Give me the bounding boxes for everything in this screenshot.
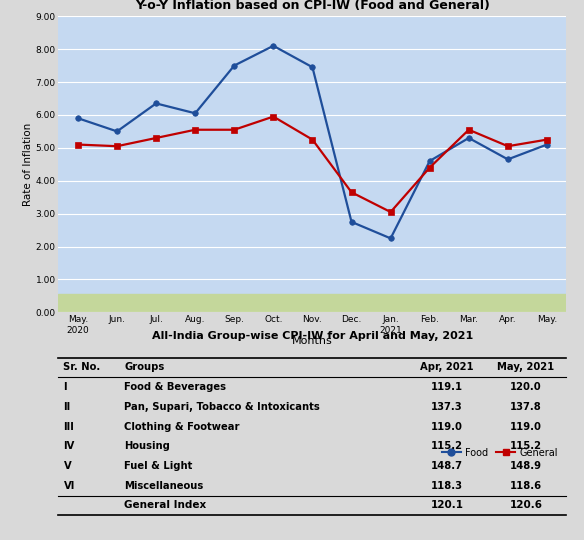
Text: 118.6: 118.6 xyxy=(510,481,542,491)
X-axis label: Months: Months xyxy=(292,336,333,346)
Legend: Food, General: Food, General xyxy=(438,444,562,462)
Text: I: I xyxy=(64,382,67,392)
Text: Apr, 2021: Apr, 2021 xyxy=(420,362,474,373)
Text: 119.0: 119.0 xyxy=(510,422,542,431)
Text: 148.7: 148.7 xyxy=(431,461,463,471)
Y-axis label: Rate of Inflation: Rate of Inflation xyxy=(23,123,33,206)
Text: Miscellaneous: Miscellaneous xyxy=(124,481,204,491)
Text: Pan, Supari, Tobacco & Intoxicants: Pan, Supari, Tobacco & Intoxicants xyxy=(124,402,320,412)
Text: 119.1: 119.1 xyxy=(431,382,463,392)
Text: 118.3: 118.3 xyxy=(431,481,463,491)
Text: 120.0: 120.0 xyxy=(510,382,541,392)
Text: All-India Group-wise CPI-IW for April and May, 2021: All-India Group-wise CPI-IW for April an… xyxy=(152,331,473,341)
Text: 120.6: 120.6 xyxy=(509,501,543,510)
Text: Sr. No.: Sr. No. xyxy=(64,362,100,373)
Text: Fuel & Light: Fuel & Light xyxy=(124,461,193,471)
Text: 137.3: 137.3 xyxy=(431,402,463,412)
Text: 137.8: 137.8 xyxy=(510,402,542,412)
Text: 115.2: 115.2 xyxy=(431,441,463,451)
Text: II: II xyxy=(64,402,71,412)
Text: Food & Beverages: Food & Beverages xyxy=(124,382,227,392)
Title: Y-o-Y Inflation based on CPI-IW (Food and General): Y-o-Y Inflation based on CPI-IW (Food an… xyxy=(135,0,490,12)
Text: General Index: General Index xyxy=(124,501,207,510)
Text: V: V xyxy=(64,461,71,471)
Text: III: III xyxy=(64,422,74,431)
Text: May, 2021: May, 2021 xyxy=(497,362,554,373)
Text: VI: VI xyxy=(64,481,75,491)
Bar xyxy=(58,294,566,313)
Text: 119.0: 119.0 xyxy=(431,422,463,431)
Text: 148.9: 148.9 xyxy=(510,461,542,471)
Text: 115.2: 115.2 xyxy=(510,441,542,451)
Text: IV: IV xyxy=(64,441,75,451)
Text: Groups: Groups xyxy=(124,362,165,373)
Text: Housing: Housing xyxy=(124,441,171,451)
Text: 120.1: 120.1 xyxy=(430,501,464,510)
Text: Clothing & Footwear: Clothing & Footwear xyxy=(124,422,240,431)
